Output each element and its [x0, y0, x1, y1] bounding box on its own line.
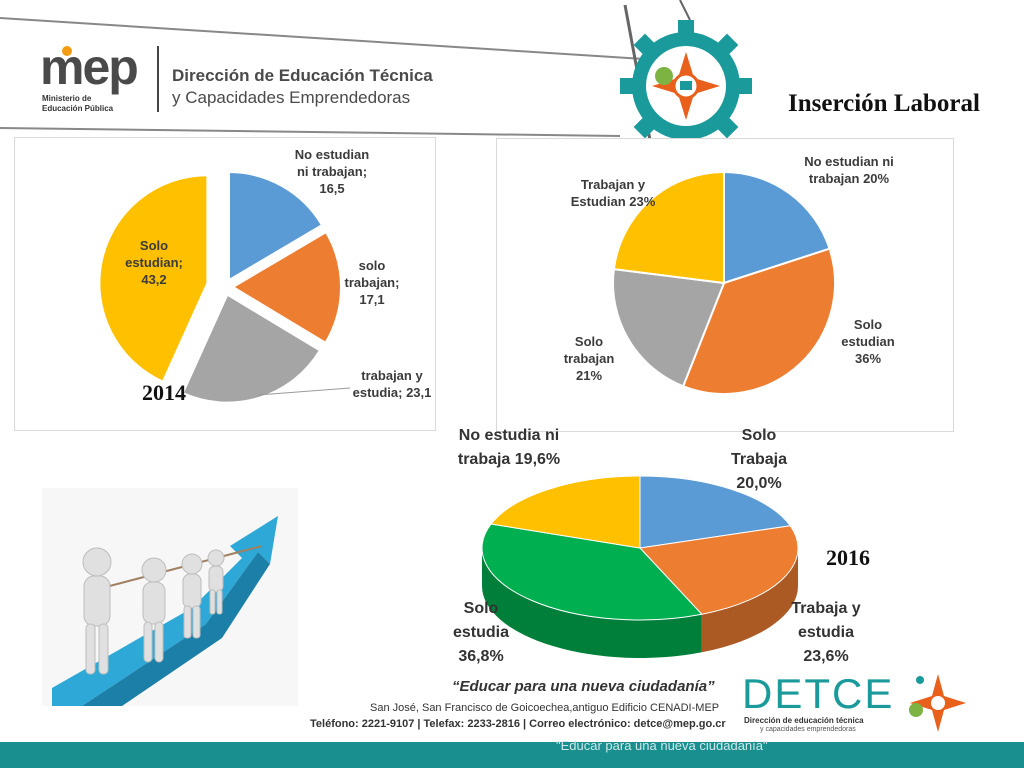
bottom-slogan: "Educar para una nueva ciudadanía": [556, 738, 768, 753]
chart3-side-2: [482, 548, 702, 658]
chart3-slice-0: [639, 475, 792, 549]
chart2-label-3: Trabajan y Estudian 23%: [570, 177, 656, 209]
ministry-line2: Educación Pública: [42, 104, 114, 113]
detce-sub2: y capacidades emprendedoras: [760, 726, 856, 733]
dept-name-line1: Dirección de Educación Técnica: [172, 66, 433, 85]
footer-address: San José, San Francisco de Goicoechea,an…: [370, 702, 720, 714]
detce-compass-icon: [909, 674, 966, 732]
chart1-year: 2014: [142, 380, 186, 405]
bottom-bar: [0, 742, 1024, 768]
chart2-slice-3: [612, 170, 725, 285]
chart1-slice-3: [98, 174, 209, 383]
teamwork-illustration: [42, 488, 298, 706]
chart3-label-1: Trabaja y estudia 23,6%: [791, 600, 861, 665]
chart2-label-2: Solo trabajan 21%: [563, 334, 615, 383]
chart3-slice-3: [490, 475, 641, 549]
detce-logo: DETCE: [742, 670, 895, 717]
chart1-slice-0: [227, 171, 324, 282]
chart3-label-2: Solo estudia 36,8%: [452, 600, 509, 665]
chart3-year: 2016: [826, 545, 870, 570]
page-title: Inserción Laboral: [788, 90, 980, 117]
chart1-label-2: trabajan y estudia; 23,1: [352, 368, 432, 400]
detce-sub1: Dirección de educación técnica: [744, 716, 864, 725]
mep-logo-dots: [62, 46, 72, 56]
chart1-leader-line: [257, 387, 351, 396]
chart2-slice-2: [612, 267, 726, 388]
chart2-slice-0: [723, 170, 831, 285]
chart1-label-3: Solo estudian; 43,2: [125, 238, 183, 287]
chart3-label-3: No estudia ni trabaja 19,6%: [457, 427, 561, 468]
footer-slogan: “Educar para una nueva ciudadanía”: [452, 678, 715, 695]
chart2-slice-1: [681, 247, 836, 395]
mep-logo-text: mep: [40, 39, 139, 95]
footer-contact: Teléfono: 2221-9107 | Telefax: 2233-2816…: [310, 718, 726, 730]
chart3-slice-1: [638, 525, 799, 615]
dept-name-line2: y Capacidades Emprendedoras: [172, 88, 411, 107]
chart1-label-0: No estudian ni trabajan; 16,5: [294, 147, 370, 196]
chart2-label-0: No estudian ni trabajan 20%: [804, 154, 894, 186]
chart2-label-1: Solo estudian 36%: [841, 317, 895, 366]
gear-emblem-icon: [620, 20, 752, 140]
ministry-line1: Ministerio de: [42, 94, 92, 103]
chart3-label-0: Solo Trabaja 20,0%: [730, 427, 788, 492]
logo-divider: [157, 46, 159, 112]
chart1-label-1: solo trabajan; 17,1: [344, 258, 400, 307]
chart1-slice-1: [231, 230, 342, 345]
mep-logo: mep Ministerio de Educación Pública: [40, 42, 152, 118]
chart3-slice-2: [481, 523, 703, 621]
chart1-slice-2: [181, 293, 322, 404]
